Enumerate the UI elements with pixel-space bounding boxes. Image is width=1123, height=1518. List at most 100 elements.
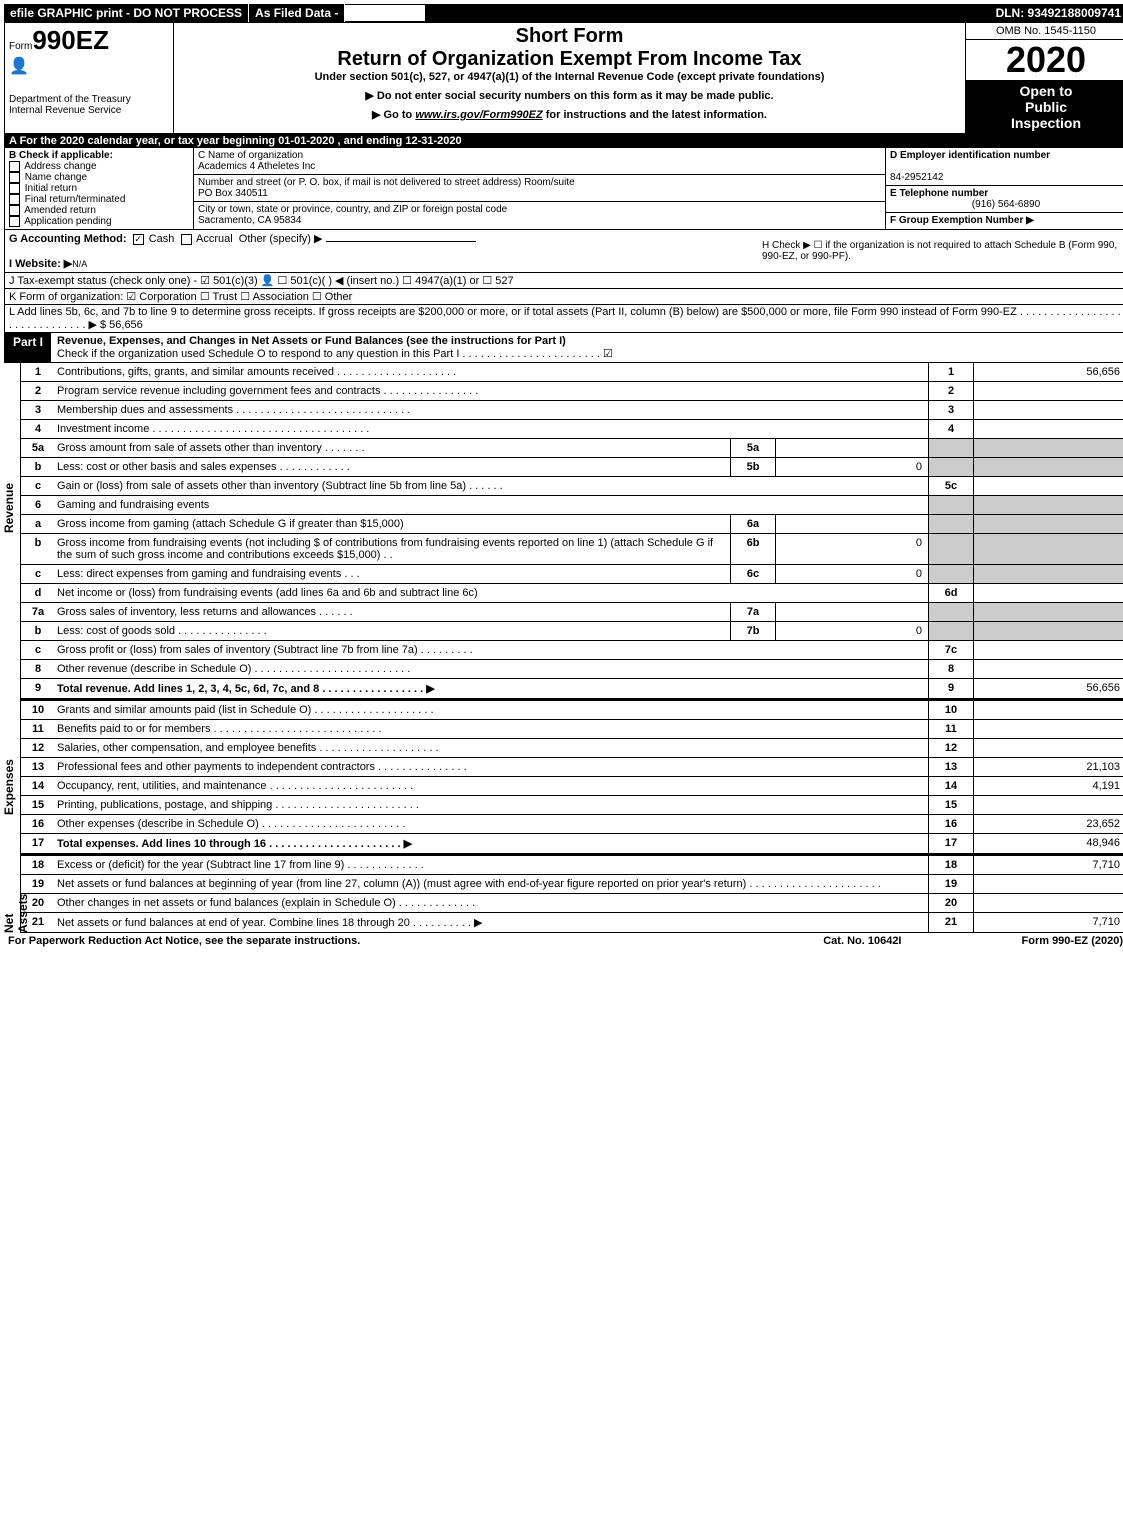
r6-desc: Gaming and fundraising events bbox=[55, 496, 928, 514]
r3-desc: Membership dues and assessments . . . . … bbox=[55, 401, 928, 419]
asfiled-label: As Filed Data - bbox=[248, 4, 345, 22]
r7c-num: c bbox=[21, 641, 55, 659]
line-gh: G Accounting Method: ✓ Cash Accrual Othe… bbox=[4, 230, 1123, 273]
cb-final[interactable] bbox=[9, 194, 20, 205]
r17-num: 17 bbox=[21, 834, 55, 853]
cb-name[interactable] bbox=[9, 172, 20, 183]
r5c-lnum: 5c bbox=[928, 477, 973, 495]
r1-desc: Contributions, gifts, grants, and simila… bbox=[55, 363, 928, 381]
col-c: C Name of organization Academics 4 Athel… bbox=[194, 148, 886, 230]
netassets-section: Net Assets 18Excess or (deficit) for the… bbox=[20, 854, 1123, 933]
cb-amended[interactable] bbox=[9, 205, 20, 216]
d-group-label: F Group Exemption Number ▶ bbox=[890, 215, 1034, 226]
d-phone-label: E Telephone number bbox=[890, 188, 988, 199]
r5a-grey2 bbox=[973, 439, 1123, 457]
r5a-desc: Gross amount from sale of assets other t… bbox=[55, 439, 730, 457]
r15-desc: Printing, publications, postage, and shi… bbox=[55, 796, 928, 814]
r10-num: 10 bbox=[21, 701, 55, 719]
r5a-sn: 5a bbox=[730, 439, 775, 457]
i-val: N/A bbox=[72, 259, 87, 269]
r21-desc: Net assets or fund balances at end of ye… bbox=[55, 913, 928, 932]
r6d-num: d bbox=[21, 584, 55, 602]
r6a-grey bbox=[928, 515, 973, 533]
g-cash: Cash bbox=[149, 233, 175, 245]
r6a-desc: Gross income from gaming (attach Schedul… bbox=[55, 515, 730, 533]
r5a-sv bbox=[775, 439, 928, 457]
part1-title: Revenue, Expenses, and Changes in Net As… bbox=[57, 335, 566, 347]
r7a-num: 7a bbox=[21, 603, 55, 621]
cb-cash[interactable]: ✓ bbox=[133, 234, 144, 245]
r11-num: 11 bbox=[21, 720, 55, 738]
r6c-sv: 0 bbox=[775, 565, 928, 583]
cb-pending[interactable] bbox=[9, 216, 20, 227]
r3-lnum: 3 bbox=[928, 401, 973, 419]
omb-label: OMB No. 1545-1150 bbox=[966, 23, 1123, 40]
r7b-desc: Less: cost of goods sold . . . . . . . .… bbox=[55, 622, 730, 640]
cb-initial[interactable] bbox=[9, 183, 20, 194]
r13-val: 21,103 bbox=[973, 758, 1123, 776]
b-label: B Check if applicable: bbox=[9, 150, 113, 161]
r6c-grey bbox=[928, 565, 973, 583]
short-form-title: Short Form bbox=[178, 25, 961, 48]
line-l: L Add lines 5b, 6c, and 7b to line 9 to … bbox=[4, 305, 1123, 333]
r2-lnum: 2 bbox=[928, 382, 973, 400]
b-item-4: Amended return bbox=[24, 205, 96, 216]
r2-num: 2 bbox=[21, 382, 55, 400]
r6d-val bbox=[973, 584, 1123, 602]
expenses-section: Expenses 10Grants and similar amounts pa… bbox=[20, 699, 1123, 854]
r5a-grey bbox=[928, 439, 973, 457]
cb-address[interactable] bbox=[9, 161, 20, 172]
r11-val bbox=[973, 720, 1123, 738]
r9-desc: Total revenue. Add lines 1, 2, 3, 4, 5c,… bbox=[55, 679, 928, 698]
r9-val: 56,656 bbox=[973, 679, 1123, 698]
dln-label: DLN: 93492188009741 bbox=[990, 4, 1123, 22]
tax-year: 2020 bbox=[966, 40, 1123, 81]
irs-label: Internal Revenue Service bbox=[9, 105, 169, 116]
org-name: Academics 4 Atheletes Inc bbox=[198, 161, 315, 172]
r13-lnum: 13 bbox=[928, 758, 973, 776]
r6a-sv bbox=[775, 515, 928, 533]
g-other-line bbox=[326, 241, 476, 242]
r12-val bbox=[973, 739, 1123, 757]
cb-accrual[interactable] bbox=[181, 234, 192, 245]
r16-lnum: 16 bbox=[928, 815, 973, 833]
r14-num: 14 bbox=[21, 777, 55, 795]
header-row: Form990EZ 👤 Department of the Treasury I… bbox=[4, 22, 1123, 134]
r14-lnum: 14 bbox=[928, 777, 973, 795]
r5b-grey bbox=[928, 458, 973, 476]
d-ein-label: D Employer identification number bbox=[890, 150, 1050, 161]
r6c-sn: 6c bbox=[730, 565, 775, 583]
r13-desc: Professional fees and other payments to … bbox=[55, 758, 928, 776]
phone: (916) 564-6890 bbox=[890, 199, 1122, 210]
r10-lnum: 10 bbox=[928, 701, 973, 719]
footer: For Paperwork Reduction Act Notice, see … bbox=[4, 933, 1123, 949]
revenue-section: Revenue 1Contributions, gifts, grants, a… bbox=[20, 363, 1123, 699]
part1-header: Part I Revenue, Expenses, and Changes in… bbox=[4, 333, 1123, 363]
r5b-num: b bbox=[21, 458, 55, 476]
r7b-sv: 0 bbox=[775, 622, 928, 640]
c-city-label: City or town, state or province, country… bbox=[198, 204, 507, 215]
g-label: G Accounting Method: bbox=[9, 233, 127, 245]
b-item-3: Final return/terminated bbox=[25, 194, 126, 205]
vlabel-revenue: Revenue bbox=[2, 483, 16, 533]
top-bar: efile GRAPHIC print - DO NOT PROCESS As … bbox=[4, 4, 1123, 22]
c-addr-label: Number and street (or P. O. box, if mail… bbox=[198, 177, 575, 188]
r12-desc: Salaries, other compensation, and employ… bbox=[55, 739, 928, 757]
r7c-val bbox=[973, 641, 1123, 659]
r3-val bbox=[973, 401, 1123, 419]
r18-num: 18 bbox=[21, 856, 55, 874]
main-title: Return of Organization Exempt From Incom… bbox=[178, 48, 961, 71]
r16-num: 16 bbox=[21, 815, 55, 833]
line-a: A For the 2020 calendar year, or tax yea… bbox=[5, 134, 1123, 148]
col-b: B Check if applicable: Address change Na… bbox=[5, 148, 194, 230]
header-right: OMB No. 1545-1150 2020 Open toPublicInsp… bbox=[965, 23, 1123, 133]
header-center: Short Form Return of Organization Exempt… bbox=[174, 23, 965, 133]
r7a-grey bbox=[928, 603, 973, 621]
r7a-desc: Gross sales of inventory, less returns a… bbox=[55, 603, 730, 621]
org-addr: PO Box 340511 bbox=[198, 188, 268, 199]
r17-val: 48,946 bbox=[973, 834, 1123, 853]
r6b-sn: 6b bbox=[730, 534, 775, 564]
r6a-sn: 6a bbox=[730, 515, 775, 533]
r17-lnum: 17 bbox=[928, 834, 973, 853]
part1-check: Check if the organization used Schedule … bbox=[57, 348, 613, 360]
